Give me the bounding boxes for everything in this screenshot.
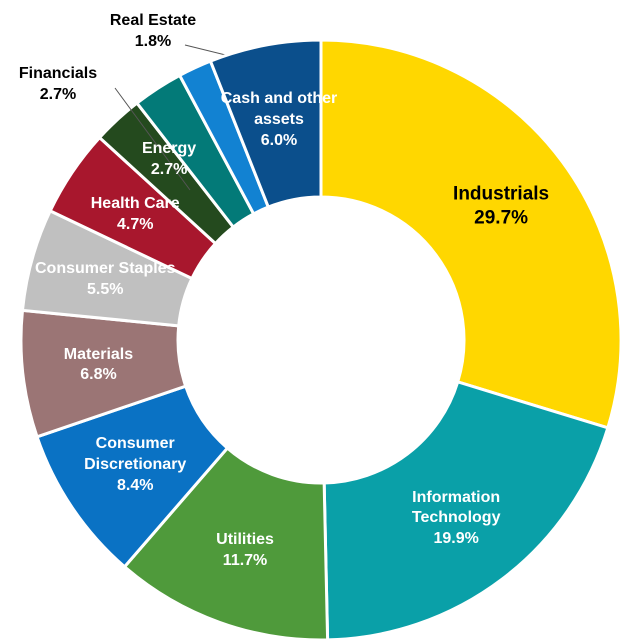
category-label: Information Technology [411, 488, 501, 527]
slice-label: Energy 2.7% [64, 140, 274, 182]
slice [322, 380, 610, 642]
category-label: Real Estate [109, 12, 197, 30]
slice-label: Consumer Staples 5.5% [0, 259, 210, 301]
value-label: 6.0% [260, 131, 298, 149]
category-label: Energy [141, 140, 197, 158]
slice-label: Financials 2.7% [0, 64, 163, 106]
value-label: 29.7% [474, 207, 529, 229]
value-label: 8.4% [116, 476, 154, 494]
category-label: Financials [18, 65, 98, 83]
value-label: 2.7% [150, 161, 188, 179]
value-label: 1.8% [134, 33, 172, 50]
category-label: Cash and other assets [220, 89, 338, 128]
slice-label: Health Care 4.7% [30, 194, 240, 236]
value-label: 6.8% [80, 366, 117, 384]
value-label: 11.7% [222, 551, 268, 569]
slice-label: Materials 6.8% [0, 345, 203, 387]
value-label: 19.9% [433, 530, 479, 548]
slice-label: Cash and other assets 6.0% [204, 89, 354, 151]
slice-label: Industrials 29.7% [396, 182, 606, 231]
value-label: 5.5% [87, 280, 124, 298]
slice-label: Information Technology 19.9% [386, 487, 526, 549]
slice-label: Utilities 11.7% [140, 530, 350, 572]
slice [319, 38, 621, 430]
category-label: Materials [63, 345, 134, 363]
category-label: Industrials [453, 183, 550, 205]
category-label: Consumer Discretionary [84, 434, 187, 473]
value-label: 2.7% [39, 86, 77, 103]
slice-label: Consumer Discretionary 8.4% [55, 434, 215, 496]
slice [122, 445, 330, 642]
leader-line [114, 87, 191, 191]
category-label: Health Care [90, 195, 180, 213]
value-label: 4.7% [116, 215, 154, 233]
category-label: Utilities [216, 530, 274, 548]
slice-label: Real Estate 1.8% [48, 11, 258, 53]
category-label: Consumer Staples [34, 260, 176, 278]
slice [208, 38, 323, 210]
